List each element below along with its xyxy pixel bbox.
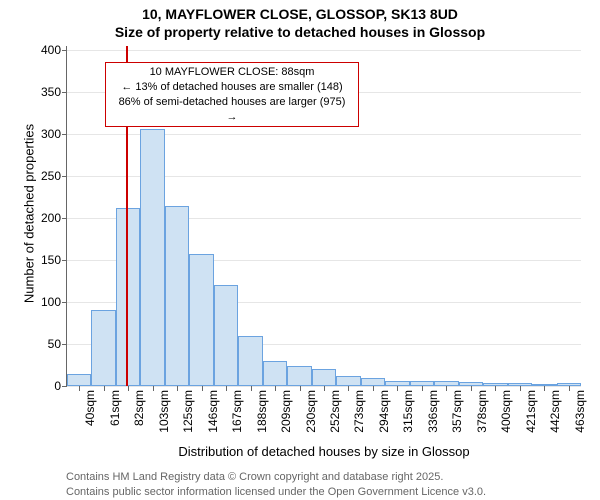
y-tick-mark <box>62 134 67 135</box>
y-tick-label: 100 <box>41 295 61 309</box>
x-tick-mark <box>471 386 472 391</box>
histogram-bar <box>165 206 189 386</box>
x-tick-label: 230sqm <box>304 386 318 433</box>
x-tick-label: 209sqm <box>279 386 293 433</box>
y-tick-mark <box>62 92 67 93</box>
x-tick-label: 336sqm <box>426 386 440 433</box>
y-tick-mark <box>62 50 67 51</box>
x-tick-mark <box>300 386 301 391</box>
y-tick-label: 50 <box>48 337 61 351</box>
gridline-h <box>67 50 581 51</box>
x-tick-label: 146sqm <box>206 386 220 433</box>
x-tick-label: 125sqm <box>181 386 195 433</box>
x-tick-label: 167sqm <box>230 386 244 433</box>
x-tick-label: 315sqm <box>401 386 415 433</box>
histogram-bar <box>67 374 91 386</box>
x-tick-label: 273sqm <box>352 386 366 433</box>
y-tick-label: 350 <box>41 85 61 99</box>
x-tick-mark <box>373 386 374 391</box>
x-tick-mark <box>348 386 349 391</box>
annotation-box: 10 MAYFLOWER CLOSE: 88sqm ← 13% of detac… <box>105 62 359 127</box>
footer-line-1: Contains HM Land Registry data © Crown c… <box>66 470 486 485</box>
y-tick-mark <box>62 344 67 345</box>
x-tick-mark <box>202 386 203 391</box>
y-tick-mark <box>62 176 67 177</box>
histogram-bar <box>140 129 164 386</box>
footer-attribution: Contains HM Land Registry data © Crown c… <box>66 470 486 500</box>
y-tick-mark <box>62 218 67 219</box>
y-tick-label: 0 <box>54 379 61 393</box>
histogram-bar <box>116 208 140 386</box>
chart-title-line1: 10, MAYFLOWER CLOSE, GLOSSOP, SK13 8UD <box>0 6 600 22</box>
x-tick-label: 421sqm <box>524 386 538 433</box>
x-axis-label: Distribution of detached houses by size … <box>67 444 581 459</box>
x-tick-label: 103sqm <box>157 386 171 433</box>
plot-area: Number of detached properties Distributi… <box>66 46 581 387</box>
histogram-bar <box>336 376 360 386</box>
annotation-line-3: 86% of semi-detached houses are larger (… <box>112 95 352 125</box>
histogram-bar <box>189 254 213 386</box>
x-tick-mark <box>251 386 252 391</box>
x-tick-mark <box>446 386 447 391</box>
x-tick-label: 294sqm <box>377 386 391 433</box>
y-tick-label: 300 <box>41 127 61 141</box>
y-axis-label: Number of detached properties <box>22 44 37 384</box>
x-tick-label: 400sqm <box>499 386 513 433</box>
histogram-bar <box>287 366 311 386</box>
x-tick-mark <box>226 386 227 391</box>
annotation-line-1: 10 MAYFLOWER CLOSE: 88sqm <box>112 65 352 80</box>
x-tick-label: 378sqm <box>475 386 489 433</box>
x-tick-mark <box>422 386 423 391</box>
x-tick-label: 40sqm <box>83 386 97 426</box>
x-tick-mark <box>104 386 105 391</box>
y-tick-label: 150 <box>41 253 61 267</box>
chart-container: { "title": { "line1": "10, MAYFLOWER CLO… <box>0 0 600 500</box>
annotation-line-2: ← 13% of detached houses are smaller (14… <box>112 80 352 95</box>
x-tick-mark <box>520 386 521 391</box>
histogram-bar <box>263 361 287 386</box>
x-tick-mark <box>275 386 276 391</box>
y-tick-label: 200 <box>41 211 61 225</box>
x-tick-mark <box>153 386 154 391</box>
histogram-bar <box>361 378 385 386</box>
x-tick-mark <box>128 386 129 391</box>
y-tick-mark <box>62 386 67 387</box>
x-tick-label: 442sqm <box>548 386 562 433</box>
x-tick-mark <box>569 386 570 391</box>
x-tick-label: 463sqm <box>573 386 587 433</box>
x-tick-label: 82sqm <box>132 386 146 426</box>
x-tick-mark <box>397 386 398 391</box>
x-tick-mark <box>79 386 80 391</box>
histogram-bar <box>214 285 238 386</box>
x-tick-mark <box>177 386 178 391</box>
y-tick-label: 250 <box>41 169 61 183</box>
x-tick-label: 357sqm <box>450 386 464 433</box>
footer-line-2: Contains public sector information licen… <box>66 485 486 500</box>
chart-title-line2: Size of property relative to detached ho… <box>0 24 600 40</box>
x-tick-mark <box>495 386 496 391</box>
histogram-bar <box>91 310 115 386</box>
y-tick-mark <box>62 260 67 261</box>
x-tick-label: 61sqm <box>108 386 122 426</box>
x-tick-mark <box>544 386 545 391</box>
x-tick-label: 188sqm <box>255 386 269 433</box>
histogram-bar <box>238 336 262 386</box>
y-tick-mark <box>62 302 67 303</box>
y-tick-label: 400 <box>41 43 61 57</box>
x-tick-label: 252sqm <box>328 386 342 433</box>
histogram-bar <box>312 369 336 386</box>
x-tick-mark <box>324 386 325 391</box>
